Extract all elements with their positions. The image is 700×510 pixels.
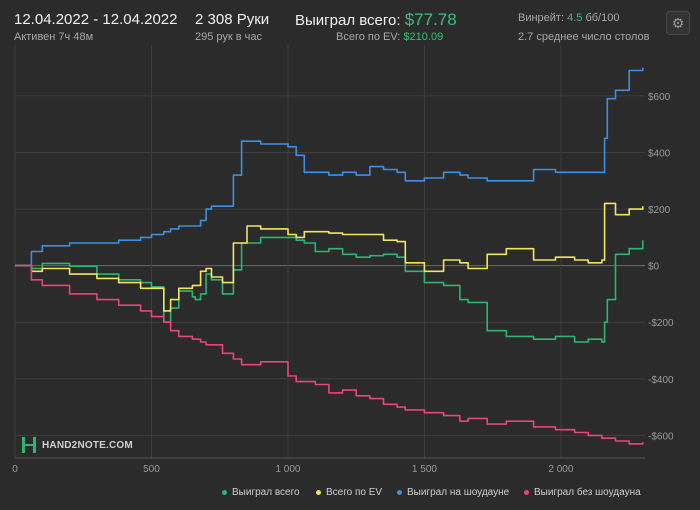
y-tick-label: $400	[648, 148, 671, 159]
x-tick-label: 2 000	[548, 464, 573, 475]
chart-grid	[14, 45, 645, 459]
legend-dot-ev	[316, 490, 321, 495]
legend-label-nonshowdown: Выиграл без шоудауна	[534, 487, 641, 498]
x-tick-label: 0	[12, 464, 18, 475]
settings-button[interactable]: ⚙	[666, 11, 690, 35]
legend-item-won[interactable]: Выиграл всего	[222, 487, 300, 498]
x-tick-label: 1 500	[412, 464, 437, 475]
average-tables: 2.7 среднее число столов	[518, 31, 650, 43]
chart-series	[15, 67, 644, 445]
legend-label-showdown: Выиграл на шоудауне	[407, 487, 510, 498]
x-tick-label: 1 000	[275, 464, 300, 475]
y-tick-label: -$200	[648, 318, 674, 329]
winrate-value: 4.5	[567, 12, 583, 24]
legend-dot-nonshowdown	[524, 490, 529, 495]
series-line-ev	[15, 202, 644, 312]
hands-count: 2 308 Руки	[195, 11, 270, 28]
legend-item-nonshowdown[interactable]: Выиграл без шоудауна	[524, 487, 641, 498]
legend-item-ev[interactable]: Всего по EV	[316, 487, 382, 498]
date-range: 12.04.2022 - 12.04.2022	[14, 11, 178, 28]
total-won-label: Выиграл всего:	[295, 12, 401, 29]
chart-x-ticks: 0 500 1 000 1 500 2 000	[12, 464, 574, 475]
total-won: Выиграл всего: $77.78	[295, 10, 457, 30]
active-time: Активен 7ч 48м	[14, 31, 94, 43]
legend-label-ev: Всего по EV	[326, 487, 383, 498]
hand2note-logo: HAND2NOTE.COM	[22, 437, 133, 453]
total-ev-value: $210.09	[403, 31, 444, 43]
total-ev-label: Всего по EV:	[336, 31, 401, 43]
total-ev: Всего по EV: $210.09	[336, 31, 443, 43]
winrate: Винрейт: 4.5 бб/100	[518, 12, 619, 24]
x-tick-label: 500	[143, 464, 160, 475]
y-tick-label: $0	[648, 262, 660, 273]
legend-dot-won	[222, 490, 227, 495]
legend-item-showdown[interactable]: Выиграл на шоудауне	[397, 487, 509, 498]
chart-legend: Выиграл всего Всего по EV Выиграл на шоу…	[0, 487, 700, 501]
total-won-value: $77.78	[404, 10, 457, 29]
y-tick-label: -$600	[648, 431, 674, 442]
gear-icon: ⚙	[671, 14, 685, 31]
series-line-nonshowdown	[15, 264, 644, 445]
hand2note-logo-icon	[22, 437, 36, 453]
hands-per-hour: 295 рук в час	[195, 31, 263, 43]
y-tick-label: $600	[648, 92, 671, 103]
series-line-showdown	[15, 67, 644, 267]
series-line-won	[15, 236, 644, 343]
hand2note-logo-text: HAND2NOTE.COM	[42, 439, 133, 451]
y-tick-label: -$400	[648, 375, 674, 386]
legend-label-won: Выиграл всего	[232, 487, 300, 498]
winrate-label: Винрейт:	[518, 12, 565, 24]
winrate-unit: бб/100	[585, 12, 620, 24]
chart-y-ticks: $600 $400 $200 $0 -$200 -$400 -$600	[648, 92, 674, 442]
y-tick-label: $200	[648, 205, 671, 216]
legend-dot-showdown	[397, 490, 402, 495]
